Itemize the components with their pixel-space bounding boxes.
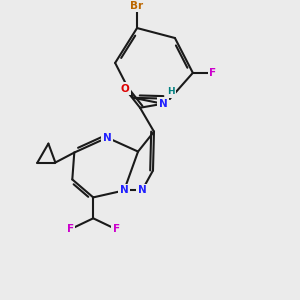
Text: N: N xyxy=(159,99,167,109)
Text: O: O xyxy=(121,84,130,94)
Text: N: N xyxy=(138,185,146,195)
Text: F: F xyxy=(209,68,216,78)
Text: N: N xyxy=(120,185,128,195)
Text: N: N xyxy=(103,133,112,142)
Text: F: F xyxy=(112,224,120,234)
Text: F: F xyxy=(67,224,74,234)
Text: Br: Br xyxy=(130,1,144,11)
Text: H: H xyxy=(167,87,175,96)
